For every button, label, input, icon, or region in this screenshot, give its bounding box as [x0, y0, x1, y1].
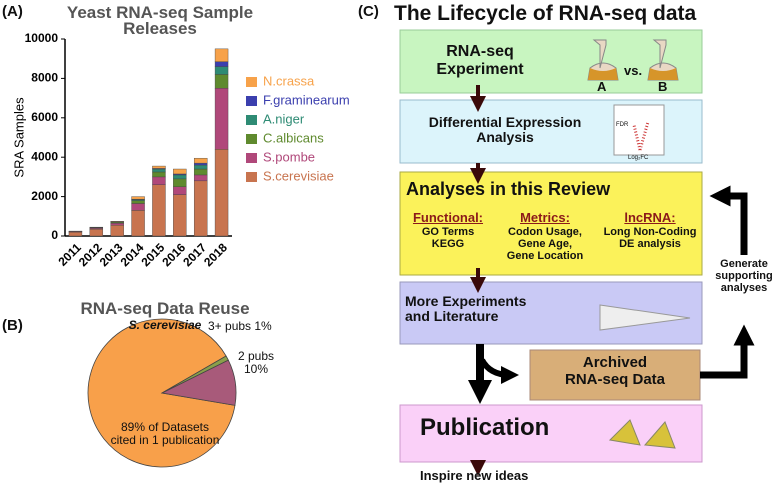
bar-segment — [173, 194, 187, 237]
flask-b — [647, 39, 679, 81]
bar-segment — [131, 200, 145, 204]
legend-label: S.pombe — [263, 149, 315, 164]
bar-segment — [193, 162, 208, 166]
bar-segment — [214, 88, 229, 150]
publication-box — [399, 404, 703, 463]
bar-segment — [131, 196, 145, 200]
chart-title: RNA-seq Data Reuse — [80, 299, 250, 318]
y-tick-label: 0 — [51, 228, 58, 242]
group-heading: Functional: — [412, 210, 484, 225]
slice-label: 2 pubs 10% — [237, 349, 275, 377]
bar-segment — [152, 168, 166, 173]
review-label: Analyses in this Review — [406, 179, 611, 199]
bar-segment — [214, 149, 229, 237]
publication-label: Publication — [420, 414, 550, 441]
volcano-plot — [613, 104, 665, 156]
bar-segment — [214, 66, 229, 75]
vs-label: vs. — [624, 63, 643, 78]
bar-segment — [173, 168, 187, 175]
slice-label: 3+ pubs 1% — [208, 319, 272, 333]
y-tick-label: 4000 — [31, 149, 58, 163]
more-label: More Experiments and Literature — [405, 293, 527, 325]
y-axis-label: SRA Samples — [11, 97, 26, 178]
bar-segment — [173, 186, 187, 195]
flask-b-label: B — [658, 79, 668, 94]
pie-slice — [161, 355, 229, 394]
legend-label: F.graminearum — [263, 92, 350, 107]
arrow — [479, 358, 519, 384]
arrow — [700, 324, 755, 379]
legend-swatch — [246, 96, 257, 106]
flask-a — [587, 39, 619, 81]
bar-segment — [193, 157, 208, 164]
panel-label: (A) — [2, 3, 23, 20]
diagram-shapes — [399, 29, 755, 476]
x-tick-label: 2018 — [201, 240, 230, 269]
bar-segment — [173, 174, 187, 180]
legend-label: C.albicans — [263, 130, 324, 145]
legend-swatch — [246, 134, 257, 144]
de-label: Differential Expression Analysis — [428, 114, 582, 146]
y-tick-label: 10000 — [25, 31, 59, 45]
arrow — [709, 185, 748, 255]
generate-label: Generate supporting analyses — [715, 258, 773, 295]
literature-icon — [599, 304, 691, 331]
volcano-points — [632, 121, 650, 151]
bar-segment — [110, 224, 124, 237]
inspire-label: Inspire new ideas — [420, 468, 529, 483]
logfc-label: Log₂FC — [628, 155, 649, 161]
archived-label: Archived RNA-seq Data — [564, 354, 666, 388]
chart-title: Yeast RNA-seq Sample Releases — [66, 3, 254, 39]
review-box — [399, 171, 703, 276]
flask-a-liquid — [588, 68, 618, 80]
group-heading: lncRNA: — [624, 210, 676, 225]
bar-segment — [214, 61, 229, 67]
bar-segment — [131, 203, 145, 211]
flask-a-label: A — [597, 79, 607, 94]
bar-segment — [152, 165, 166, 169]
bar-segment — [152, 184, 166, 237]
bar-segment — [152, 171, 166, 178]
slice-label: 89% of Datasets cited in 1 publication — [110, 420, 220, 448]
bar-segment — [193, 180, 208, 237]
bar-segment — [214, 74, 229, 89]
flask-b-liquid — [648, 68, 678, 80]
legend-label: N.crassa — [263, 73, 315, 88]
bar-segment — [110, 222, 124, 226]
bar-segment — [173, 178, 187, 187]
y-tick-label: 6000 — [31, 110, 58, 124]
legend-swatch — [246, 115, 257, 125]
y-tick-label: 8000 — [31, 71, 58, 85]
bar-segment — [131, 210, 145, 237]
group-items: Codon Usage, Gene Age, Gene Location — [506, 226, 584, 263]
fdr-label: FDR — [616, 122, 629, 128]
experiment-label: RNA-seq Experiment — [436, 43, 524, 78]
group-items: Long Non-Coding DE analysis — [603, 226, 697, 251]
diagram-title: The Lifecycle of RNA-seq data — [394, 2, 697, 25]
bar-segment — [193, 164, 208, 170]
panel-label: (B) — [2, 317, 23, 334]
legend-swatch — [246, 172, 257, 182]
bar-segment — [89, 228, 104, 237]
chart-subtitle: S. cerevisiae — [128, 318, 202, 332]
bar-segment — [193, 174, 208, 182]
legend-swatch — [246, 153, 257, 163]
panel-label: (C) — [358, 3, 379, 20]
archived-box — [529, 349, 701, 401]
bar-segment — [193, 168, 208, 176]
legend-label: S.cerevisiae — [263, 168, 334, 183]
group-items: GO Terms KEGG — [421, 226, 475, 251]
bar-segment — [110, 221, 124, 223]
bar-segment — [68, 231, 83, 237]
legend-swatch — [246, 77, 257, 87]
experiment-box — [399, 29, 703, 94]
legend-label: A.niger — [263, 111, 305, 126]
bar-segment — [214, 48, 229, 62]
confetti-icon — [608, 419, 676, 449]
group-heading: Metrics: — [520, 210, 570, 225]
y-tick-label: 2000 — [31, 189, 58, 203]
bar-segment — [152, 176, 166, 185]
